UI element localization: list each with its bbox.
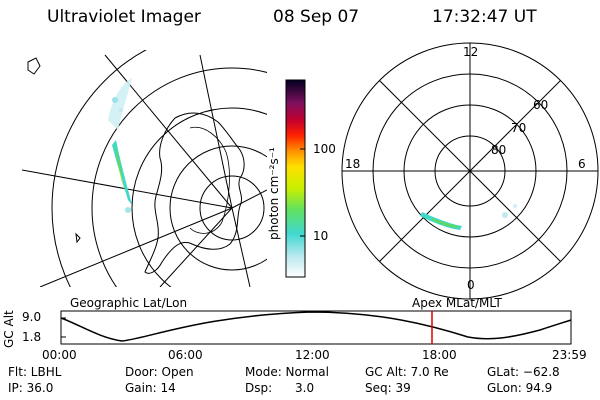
lon-line-4	[159, 207, 233, 287]
island-topleft	[27, 57, 41, 75]
mlt-label-18: 18	[345, 157, 361, 171]
status-gain: Gain: 14	[125, 381, 176, 395]
lat-circle-4	[169, 145, 267, 271]
geographic-map	[22, 50, 267, 287]
lat-label-70: 70	[511, 121, 527, 135]
lat-circle-1	[51, 50, 147, 287]
island-left	[75, 232, 81, 244]
status-ip: IP: 36.0	[8, 381, 54, 395]
aurora-left	[108, 78, 132, 213]
colorbar	[285, 79, 306, 278]
strip-xtick-0: 00:00	[42, 348, 77, 362]
status-glat: GLat: −62.8	[487, 365, 560, 379]
status-glon: GLon: 94.9	[487, 381, 553, 395]
mlt-label-0: 0	[467, 278, 475, 292]
coastline	[144, 112, 245, 274]
status-gc-alt: GC Alt: 7.0 Re	[365, 365, 449, 379]
instrument-title: Ultraviolet Imager	[47, 7, 201, 27]
altitude-strip	[60, 310, 572, 345]
strip-ytick-1-8: 1.8	[22, 330, 42, 344]
lat-circle-3	[131, 107, 267, 287]
lon-line-7	[199, 54, 233, 209]
status-dsp-label: Dsp:	[245, 381, 273, 395]
strip-frame	[60, 310, 572, 345]
lat-label-80: 80	[491, 143, 507, 157]
strip-ytick-9: 9.0	[22, 310, 42, 324]
status-mode: Mode: Normal	[245, 365, 329, 379]
strip-xtick-6: 06:00	[168, 348, 203, 362]
mlt-label-12: 12	[463, 45, 479, 59]
lon-line-1	[104, 54, 233, 209]
colorbar-unit-label: photon cm⁻²s⁻¹	[267, 147, 281, 240]
colorbar-tick-label-100: 100	[313, 142, 336, 156]
mlt-label-6: 6	[578, 157, 586, 171]
polar-plot	[341, 42, 599, 300]
colorbar-tick-label-10: 10	[313, 229, 329, 243]
date-label: 08 Sep 07	[273, 7, 360, 27]
strip-xtick-12: 12:00	[295, 348, 330, 362]
strip-right-label: Apex MLat/MLT	[412, 296, 502, 310]
aurora-polar	[420, 204, 517, 230]
strip-xtick-2359: 23:59	[552, 348, 587, 362]
lat-circle-5	[199, 175, 265, 241]
polar-diag-2	[379, 80, 561, 262]
coastline-inner	[189, 126, 230, 234]
time-label: 17:32:47 UT	[432, 7, 537, 27]
altitude-curve	[60, 311, 572, 342]
lat-circle-2	[91, 67, 267, 287]
lon-line-6	[231, 189, 267, 209]
status-door: Door: Open	[125, 365, 194, 379]
strip-xtick-18: 18:00	[422, 348, 457, 362]
status-seq: Seq: 39	[365, 381, 411, 395]
strip-axis-label: GC Alt	[2, 310, 16, 348]
status-dsp-value: 3.0	[295, 381, 315, 395]
strip-left-label: Geographic Lat/Lon	[70, 296, 188, 310]
lat-label-60: 60	[533, 98, 549, 112]
lon-line-5	[231, 207, 251, 287]
lon-line-3	[39, 207, 233, 287]
status-flt: Flt: LBHL	[8, 365, 62, 379]
